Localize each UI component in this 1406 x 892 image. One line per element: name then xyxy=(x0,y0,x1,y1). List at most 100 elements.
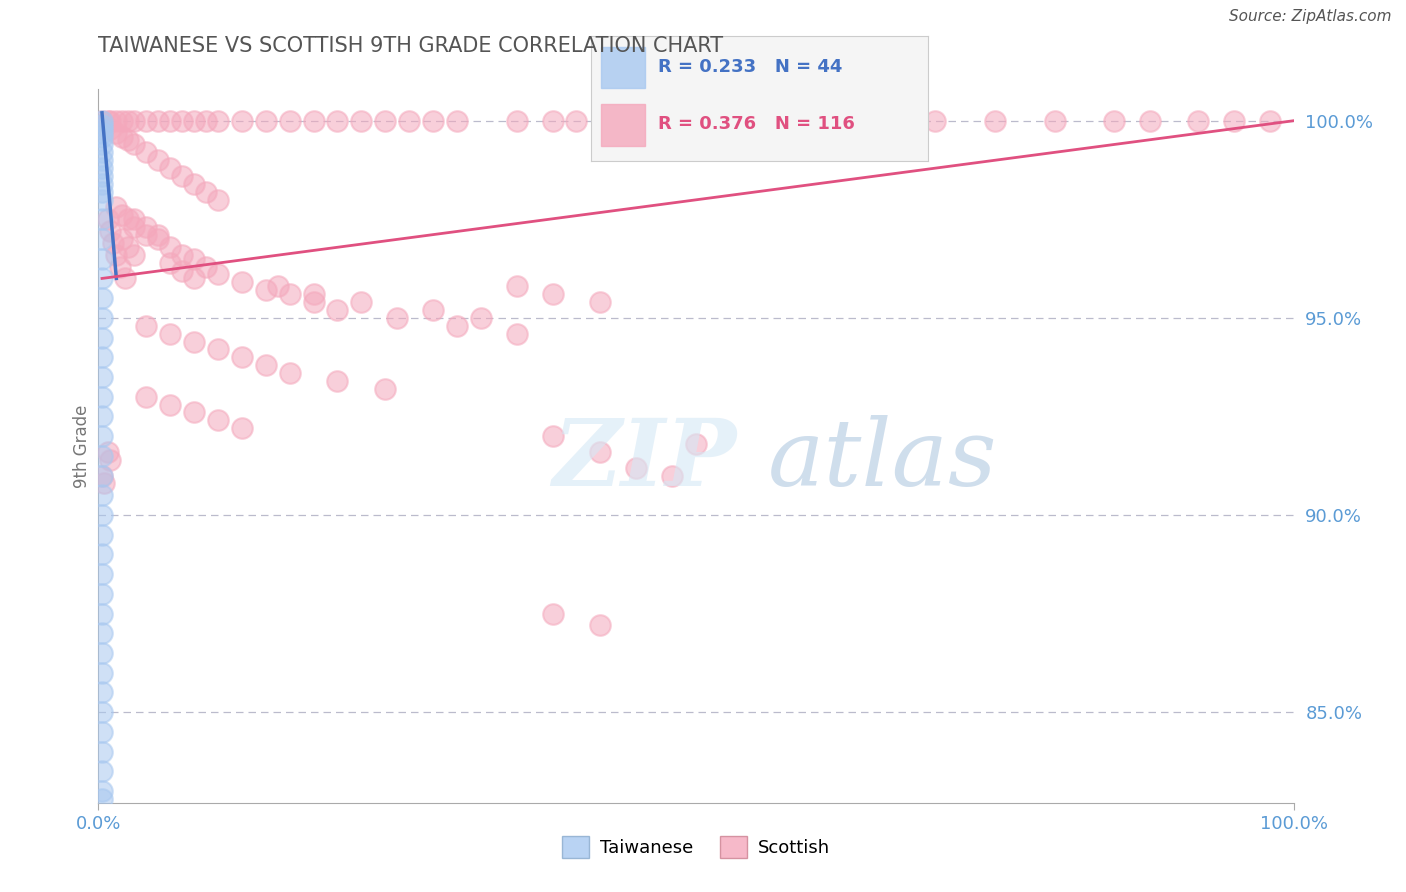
Point xyxy=(254,113,277,128)
Point xyxy=(685,113,707,128)
Point xyxy=(183,405,205,419)
Point xyxy=(446,113,468,128)
Point xyxy=(97,113,120,128)
Point xyxy=(124,220,146,235)
Point xyxy=(278,113,301,128)
Point xyxy=(91,468,114,483)
Point xyxy=(302,113,325,128)
Point xyxy=(98,452,122,467)
Point xyxy=(183,252,205,266)
Point xyxy=(422,113,444,128)
Point xyxy=(374,113,396,128)
Point xyxy=(91,724,114,739)
Point xyxy=(685,437,707,451)
Point xyxy=(91,351,114,365)
Point xyxy=(194,260,218,274)
Text: TAIWANESE VS SCOTTISH 9TH GRADE CORRELATION CHART: TAIWANESE VS SCOTTISH 9TH GRADE CORRELAT… xyxy=(98,36,724,55)
Point xyxy=(231,276,253,290)
Point xyxy=(91,548,114,562)
Text: R = 0.233   N = 44: R = 0.233 N = 44 xyxy=(658,58,842,76)
Point xyxy=(135,390,157,404)
Point xyxy=(422,303,444,318)
Point xyxy=(91,310,114,325)
Point xyxy=(105,248,128,262)
Point xyxy=(172,169,194,183)
Point xyxy=(91,145,114,160)
Point xyxy=(135,220,157,235)
Point xyxy=(91,429,114,443)
Point xyxy=(91,252,114,266)
Point xyxy=(278,366,301,380)
Point xyxy=(91,626,114,640)
Point xyxy=(91,185,114,199)
Point xyxy=(506,326,529,341)
Point xyxy=(183,334,205,349)
Point xyxy=(350,113,373,128)
Point xyxy=(91,232,114,246)
Point xyxy=(111,208,134,222)
Point xyxy=(159,326,181,341)
Point xyxy=(1102,113,1125,128)
Point xyxy=(135,318,157,333)
Y-axis label: 9th Grade: 9th Grade xyxy=(73,404,91,488)
Point xyxy=(91,784,114,798)
Point xyxy=(91,291,114,305)
Point xyxy=(541,113,564,128)
Point xyxy=(91,129,114,144)
Point xyxy=(91,113,114,128)
Point xyxy=(159,113,181,128)
Point xyxy=(159,240,181,254)
Point xyxy=(350,295,373,310)
Point xyxy=(148,228,170,243)
Point xyxy=(124,212,146,227)
Point xyxy=(194,185,218,199)
Point xyxy=(91,745,114,759)
Bar xyxy=(600,47,644,88)
Point xyxy=(159,255,181,269)
Point xyxy=(91,705,114,719)
Point xyxy=(91,527,114,541)
Point xyxy=(117,113,139,128)
Text: atlas: atlas xyxy=(768,416,997,505)
Point xyxy=(91,370,114,384)
Point xyxy=(207,268,229,282)
Point xyxy=(589,445,612,459)
Point xyxy=(446,318,468,333)
Point xyxy=(135,113,157,128)
Point xyxy=(98,224,122,238)
Point xyxy=(267,279,290,293)
Point xyxy=(506,279,529,293)
Point xyxy=(124,248,146,262)
Point xyxy=(98,121,122,136)
Point xyxy=(302,287,325,301)
Point xyxy=(172,248,194,262)
Point xyxy=(135,228,157,243)
Point xyxy=(91,607,114,621)
Point xyxy=(661,468,683,483)
Point xyxy=(172,263,194,277)
Point xyxy=(326,113,349,128)
Point xyxy=(565,113,588,128)
Point xyxy=(541,287,564,301)
Point xyxy=(91,271,114,285)
Point xyxy=(541,607,564,621)
Point xyxy=(254,358,277,372)
Point xyxy=(148,232,170,246)
Point xyxy=(91,646,114,660)
Point xyxy=(172,113,194,128)
Point xyxy=(91,792,114,806)
Point xyxy=(117,240,139,254)
Point xyxy=(1222,113,1246,128)
Text: ZIP: ZIP xyxy=(553,416,737,505)
Point xyxy=(91,409,114,424)
Point xyxy=(1258,113,1281,128)
Point xyxy=(374,382,396,396)
Point xyxy=(506,113,529,128)
Point xyxy=(626,460,648,475)
Point xyxy=(231,421,253,435)
Point xyxy=(183,113,205,128)
Point xyxy=(108,260,131,274)
Point xyxy=(105,113,128,128)
Point xyxy=(91,390,114,404)
Point xyxy=(117,212,139,227)
